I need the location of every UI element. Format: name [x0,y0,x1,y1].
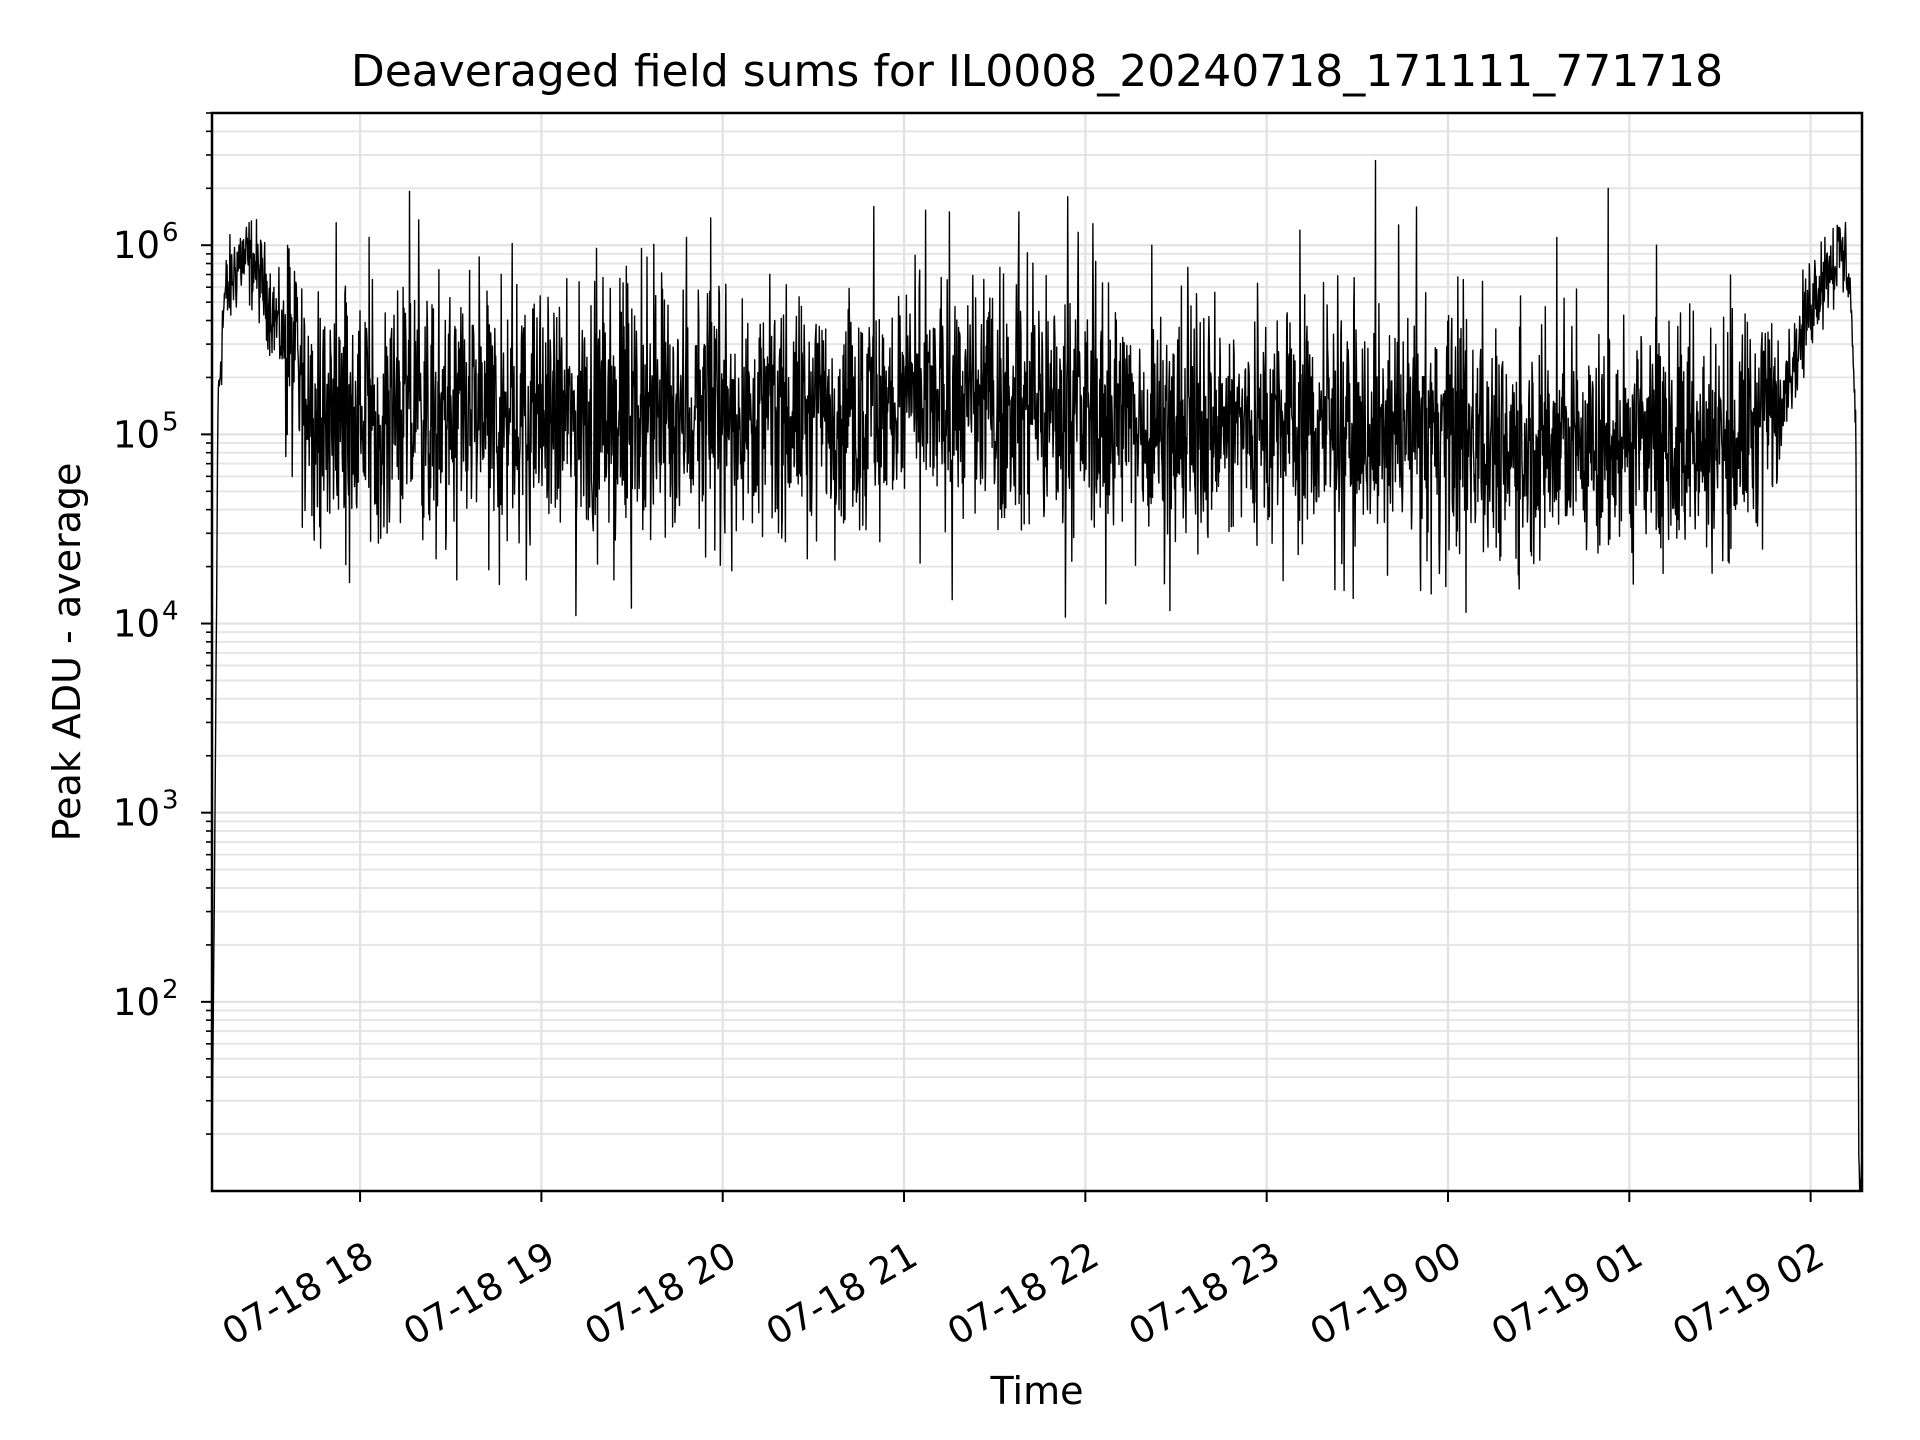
x-tick-label: 07-19 01 [1484,1234,1650,1354]
x-axis-label: Time [990,1369,1084,1413]
plot-frame [210,111,1864,1193]
x-ticks: 07-18 18 07-18 19 07-18 20 07-18 21 07-18 22… [215,1191,1831,1354]
y-tick-label: 10 [113,413,160,456]
x-tick-label: 07-18 19 [396,1234,562,1354]
y-tick-exponent: 6 [162,218,179,248]
x-tick-label: 07-18 23 [1122,1234,1288,1354]
y-tick-exponent: 5 [162,407,179,437]
x-tick-label: 07-18 21 [759,1234,925,1354]
y-tick-label: 10 [113,792,160,835]
y-tick-exponent: 3 [162,786,179,816]
y-axis-label: Peak ADU - average [45,463,89,842]
series-layer [211,159,1863,1192]
y-tick-exponent: 2 [162,975,179,1005]
minor-grid [212,112,1862,1136]
x-tick-label: 07-18 18 [215,1234,381,1354]
x-tick-label: 07-19 02 [1666,1234,1832,1354]
y-tick-label: 10 [113,224,160,267]
x-tick-label: 07-19 00 [1303,1234,1469,1354]
chart-title: Deaveraged field sums for IL0008_2024071… [351,46,1723,97]
x-tick-label: 07-18 22 [940,1234,1106,1354]
y-tick-label: 10 [113,603,160,646]
y-tick-label: 10 [113,981,160,1024]
series-line [211,159,1863,1192]
y-tick-exponent: 4 [162,597,179,627]
x-tick-label: 07-18 20 [578,1234,744,1354]
